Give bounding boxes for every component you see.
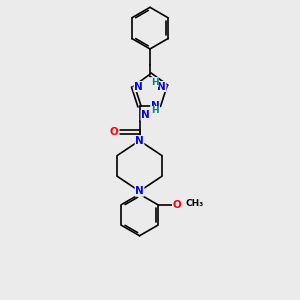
Text: N: N [157,82,166,92]
Text: O: O [110,127,118,137]
Text: CH₃: CH₃ [185,200,203,208]
Text: H: H [151,106,159,116]
Text: N: N [134,82,143,92]
Text: N: N [135,186,144,196]
Text: N: N [151,101,160,112]
Text: O: O [172,200,181,210]
Text: N: N [141,110,150,120]
Text: N: N [135,136,144,146]
Text: H: H [151,78,158,87]
